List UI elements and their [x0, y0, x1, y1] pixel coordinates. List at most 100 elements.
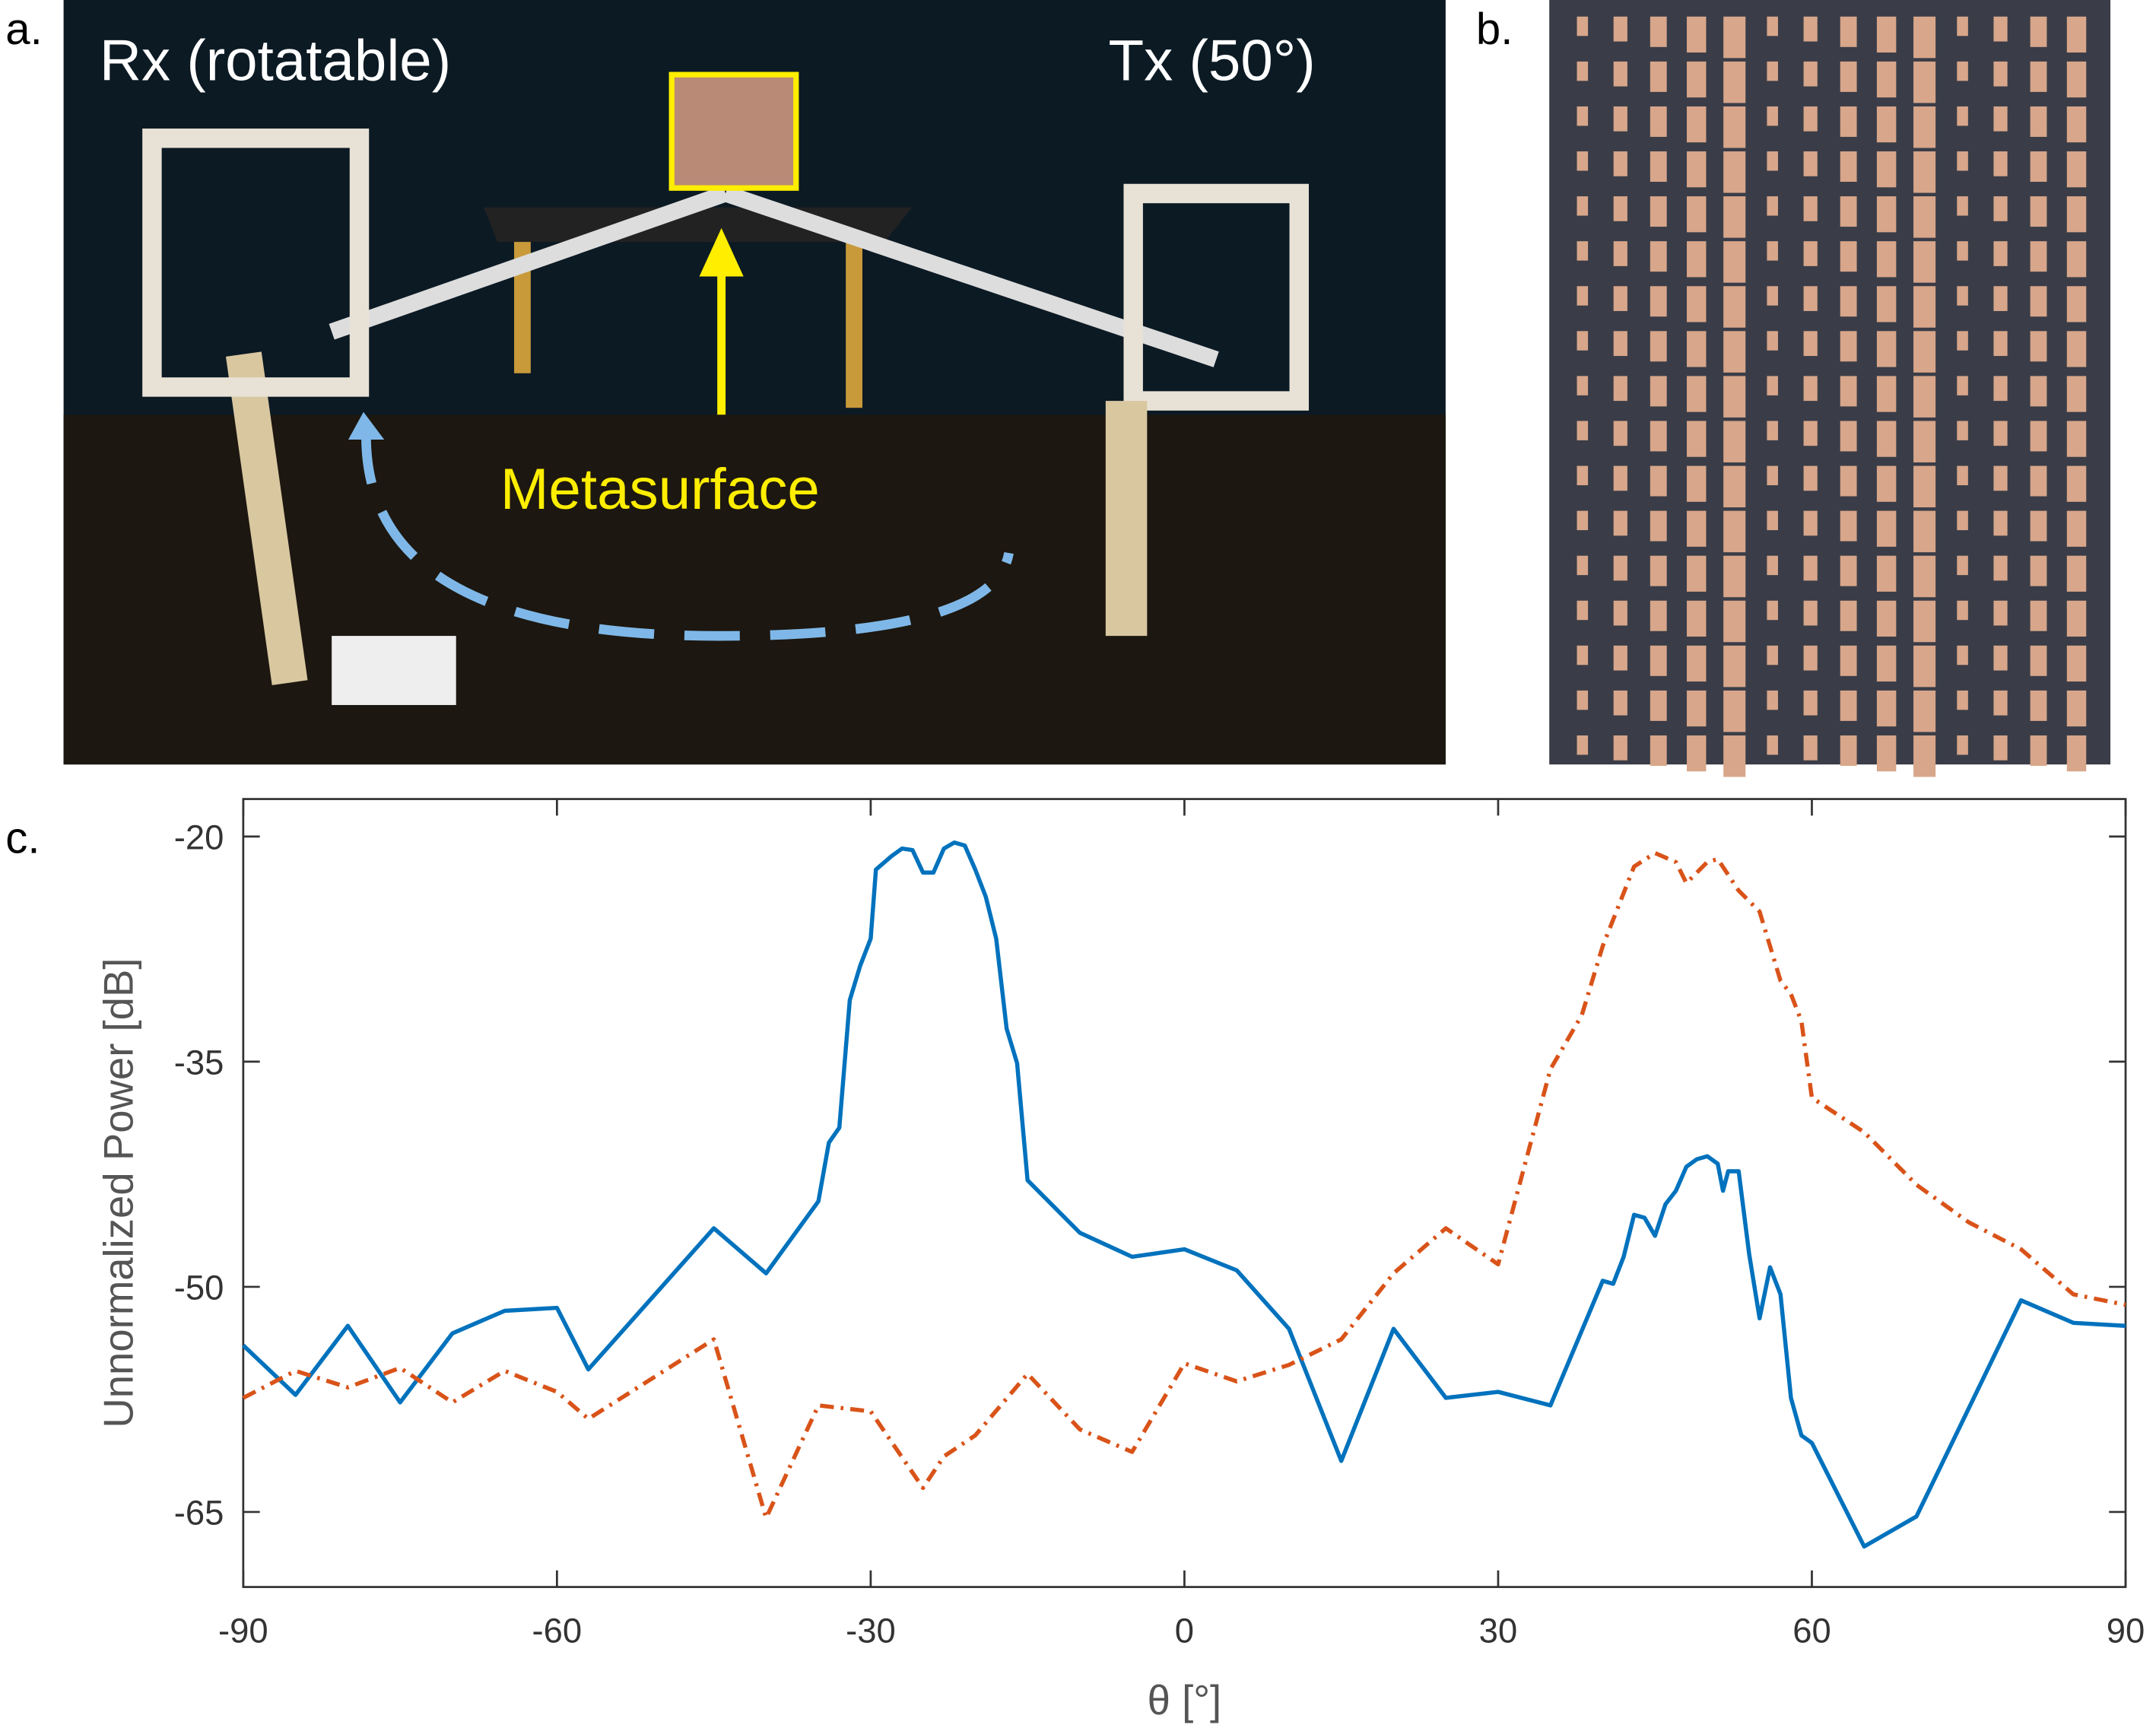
patch — [1577, 645, 1589, 665]
patch — [1876, 196, 1897, 233]
patch — [1613, 465, 1627, 491]
x-tick-label: 60 — [1792, 1611, 1831, 1650]
patch — [1957, 555, 1968, 576]
patch — [1876, 645, 1897, 682]
patch — [2066, 555, 2087, 592]
patch — [1613, 376, 1627, 402]
patch — [1876, 286, 1897, 322]
patch — [1650, 196, 1667, 227]
patch — [1767, 196, 1778, 216]
panel-label: c. — [5, 813, 40, 862]
patch — [1577, 465, 1589, 485]
patch — [1687, 151, 1707, 188]
patch — [1650, 555, 1667, 586]
patch — [1767, 555, 1778, 576]
photo-annotation: Tx (50°) — [1108, 28, 1315, 93]
patch — [1687, 421, 1707, 457]
patch — [1840, 196, 1857, 227]
patch — [1723, 151, 1746, 193]
patch — [1876, 600, 1897, 637]
patch — [1613, 600, 1627, 626]
patch — [2066, 16, 2087, 53]
patch — [2030, 106, 2047, 137]
patch — [1840, 331, 1857, 362]
patch — [1723, 241, 1746, 283]
patch — [1957, 241, 1968, 261]
patch — [1687, 465, 1707, 502]
patch — [1577, 555, 1589, 576]
patch — [2066, 645, 2087, 682]
patch — [1613, 555, 1627, 581]
patch — [1803, 16, 1818, 42]
patch — [1577, 510, 1589, 531]
patch — [1913, 106, 1936, 148]
patch — [2030, 331, 2047, 362]
patch — [1803, 376, 1818, 402]
patch — [1723, 421, 1746, 462]
patch — [1687, 510, 1707, 547]
patch — [1687, 555, 1707, 592]
patch — [1803, 286, 1818, 311]
patch — [1803, 735, 1818, 761]
patch — [1993, 465, 2008, 491]
patch — [1803, 645, 1818, 671]
patch — [2030, 241, 2047, 272]
patch — [1687, 106, 1707, 143]
patch — [1913, 510, 1936, 553]
patch — [1876, 151, 1897, 188]
patch — [1840, 690, 1857, 721]
patch — [1913, 196, 1936, 238]
patch — [1876, 421, 1897, 457]
patch — [1687, 376, 1707, 412]
patch — [1577, 241, 1589, 261]
x-tick-label: -30 — [846, 1611, 896, 1650]
patch — [2066, 465, 2087, 502]
panel-label: a. — [5, 5, 42, 54]
x-tick-label: -60 — [532, 1611, 583, 1650]
patch — [1993, 600, 2008, 626]
patch — [1993, 421, 2008, 446]
patch — [1577, 151, 1589, 171]
patch — [1577, 376, 1589, 395]
patch — [1723, 600, 1746, 643]
patch — [1613, 241, 1627, 266]
patch — [1687, 61, 1707, 98]
patch — [1957, 421, 1968, 440]
patch — [1993, 331, 2008, 357]
patch — [1957, 376, 1968, 395]
patch — [1840, 151, 1857, 183]
patch — [1650, 331, 1667, 362]
patch — [1767, 376, 1778, 395]
patch — [1840, 555, 1857, 586]
patch — [1840, 241, 1857, 272]
patch — [1723, 376, 1746, 418]
patch — [1840, 286, 1857, 317]
photo-b — [1549, 0, 2111, 777]
patch — [1613, 690, 1627, 716]
patch — [1993, 61, 2008, 87]
patch — [1577, 600, 1589, 621]
patch — [1876, 61, 1897, 98]
patch — [1650, 645, 1667, 676]
patch — [2030, 555, 2047, 586]
patch — [1957, 16, 1968, 37]
patch — [1723, 331, 1746, 373]
patch — [1723, 690, 1746, 732]
patch — [1723, 735, 1746, 777]
patch — [1687, 735, 1707, 772]
patch — [1957, 600, 1968, 621]
patch — [1876, 241, 1897, 278]
patch — [1840, 16, 1857, 47]
patch — [1767, 690, 1778, 710]
patch — [1993, 735, 2008, 761]
patch — [1876, 16, 1897, 53]
patch — [1650, 690, 1667, 721]
patch — [1913, 555, 1936, 598]
x-tick-label: 30 — [1479, 1611, 1518, 1650]
patch — [2030, 465, 2047, 497]
y-tick-label: -50 — [174, 1268, 224, 1307]
patch — [2030, 151, 2047, 183]
patch — [1913, 600, 1936, 643]
patch — [1650, 241, 1667, 272]
patch — [1993, 690, 2008, 716]
